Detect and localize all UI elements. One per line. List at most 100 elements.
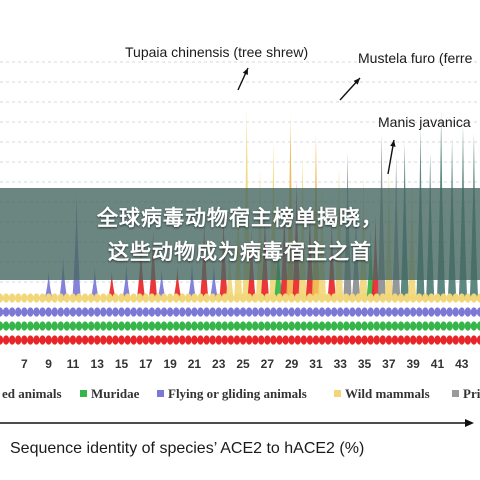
dot-blue <box>397 307 405 317</box>
dot-green <box>373 321 380 331</box>
dot-blue <box>276 307 283 317</box>
dot-yellow <box>215 293 222 303</box>
dot-blue <box>312 307 320 317</box>
dot-green <box>361 321 368 331</box>
dot-yellow <box>245 293 253 303</box>
x-tick-31: 31 <box>309 357 323 371</box>
dot-green <box>446 321 453 331</box>
dot-red <box>239 335 247 345</box>
dot-yellow <box>428 293 435 303</box>
dot-red <box>63 335 71 345</box>
dot-yellow <box>154 293 162 303</box>
dot-yellow <box>343 293 350 303</box>
banner-line-2: 这些动物成为病毒宿主之首 <box>108 240 372 264</box>
dot-blue <box>416 307 423 317</box>
dot-blue <box>239 307 247 317</box>
dot-red <box>288 335 295 345</box>
dot-green <box>288 321 295 331</box>
dot-yellow <box>221 293 229 303</box>
dot-green <box>282 321 289 331</box>
legend-label-red: ed animals <box>2 386 62 401</box>
dot-yellow <box>367 293 374 303</box>
dot-blue <box>446 307 453 317</box>
dot-green <box>15 321 22 331</box>
dot-yellow <box>379 293 386 303</box>
dot-green <box>197 321 204 331</box>
dot-yellow <box>87 293 95 303</box>
legend-item-red: ed animals <box>2 386 62 402</box>
dot-red <box>8 335 16 345</box>
x-axis-title: Sequence identity of species’ ACE2 to hA… <box>10 440 365 457</box>
dot-yellow <box>440 293 447 303</box>
dot-yellow <box>324 293 332 303</box>
dot-yellow <box>458 293 465 303</box>
dot-yellow <box>27 293 34 303</box>
dot-red <box>403 335 411 345</box>
x-tick-37: 37 <box>382 357 396 371</box>
dot-yellow <box>227 293 235 303</box>
dot-red <box>197 335 204 345</box>
dot-green <box>337 321 344 331</box>
dot-blue <box>306 307 314 317</box>
dot-green <box>160 321 168 331</box>
x-tick-15: 15 <box>115 357 129 371</box>
dot-blue <box>227 307 235 317</box>
dot-blue <box>2 307 10 317</box>
dot-yellow <box>270 293 277 303</box>
dot-green <box>452 321 459 331</box>
dot-blue <box>197 307 204 317</box>
dot-green <box>221 321 229 331</box>
dot-green <box>148 321 156 331</box>
dot-red <box>434 335 441 345</box>
dot-blue <box>209 307 216 317</box>
dot-red <box>94 335 101 345</box>
dot-green <box>81 321 89 331</box>
dot-green <box>422 321 429 331</box>
dot-red <box>324 335 332 345</box>
dot-blue <box>112 307 119 317</box>
x-tick-19: 19 <box>163 357 177 371</box>
dot-blue <box>434 307 441 317</box>
dot-blue <box>8 307 16 317</box>
dot-blue <box>361 307 368 317</box>
dot-red <box>75 335 83 345</box>
dot-red <box>294 335 301 345</box>
dot-yellow <box>45 293 52 303</box>
dot-red <box>100 335 107 345</box>
legend-label-flying: Flying or gliding animals <box>168 386 307 401</box>
dot-green <box>203 321 210 331</box>
dot-green <box>343 321 350 331</box>
dot-yellow <box>191 293 198 303</box>
dot-red <box>337 335 344 345</box>
dot-yellow <box>124 293 131 303</box>
dot-green <box>130 321 137 331</box>
dot-yellow <box>203 293 210 303</box>
legend-swatch-primates <box>452 390 459 397</box>
dot-green <box>227 321 235 331</box>
dot-green <box>51 321 58 331</box>
x-tick-33: 33 <box>334 357 348 371</box>
dot-green <box>112 321 119 331</box>
dot-blue <box>422 307 429 317</box>
dot-blue <box>391 307 399 317</box>
dot-blue <box>282 307 289 317</box>
dot-green <box>245 321 253 331</box>
x-tick-25: 25 <box>236 357 250 371</box>
dot-yellow <box>21 293 28 303</box>
dot-yellow <box>294 293 301 303</box>
dot-red <box>87 335 95 345</box>
dot-green <box>239 321 247 331</box>
arrow-tree-shrew-head <box>242 68 248 75</box>
dot-yellow <box>251 293 259 303</box>
dot-red <box>355 335 362 345</box>
dot-yellow <box>464 293 472 303</box>
dot-blue <box>75 307 83 317</box>
dot-green <box>209 321 216 331</box>
dot-yellow <box>33 293 40 303</box>
dot-yellow <box>179 293 186 303</box>
dot-red <box>69 335 77 345</box>
dot-green <box>306 321 314 331</box>
dot-yellow <box>233 293 241 303</box>
dot-red <box>15 335 22 345</box>
x-tick-7: 7 <box>21 357 28 371</box>
